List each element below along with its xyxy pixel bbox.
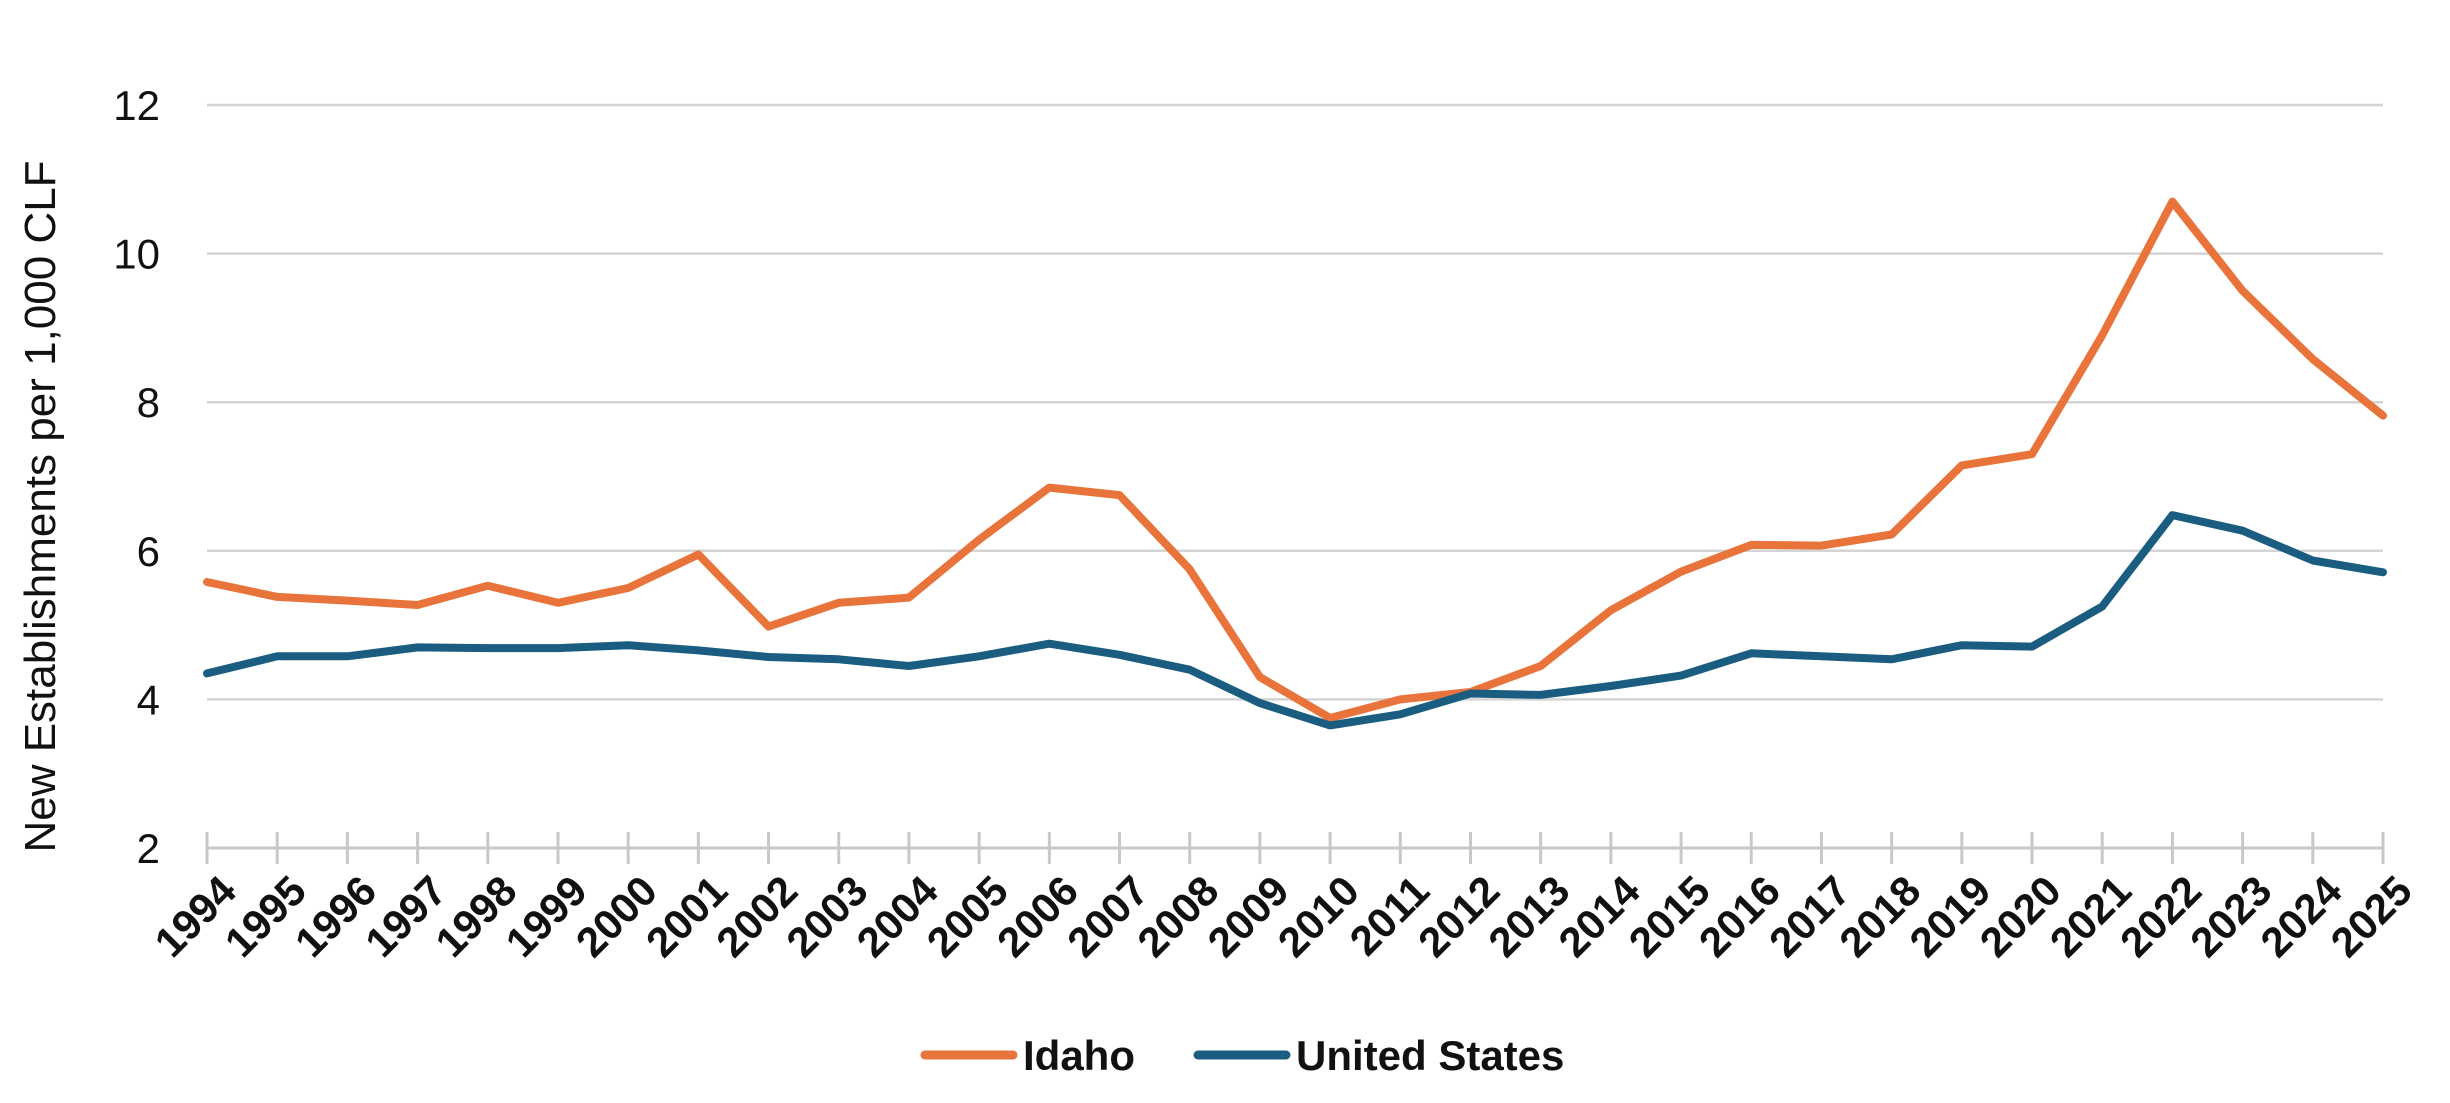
x-tick-label: 2006 [988,867,1087,966]
x-tick-label: 2010 [1269,867,1368,966]
y-tick-label: 2 [137,825,160,872]
x-tick-label: 2005 [918,867,1017,966]
x-tick-label: 2007 [1058,867,1157,966]
x-tick-label: 2016 [1690,867,1789,966]
x-tick-label: 1997 [356,867,455,966]
x-tick-label: 2025 [2322,867,2421,966]
legend-label: United States [1296,1032,1564,1079]
x-tick-label: 2008 [1128,867,1227,966]
x-tick-label: 2014 [1549,866,1649,966]
legend-label: Idaho [1023,1032,1135,1079]
y-tick-label: 8 [137,379,160,426]
x-tick-label: 2015 [1620,867,1719,966]
y-tick-label: 6 [137,528,160,575]
x-tick-label: 2024 [2251,866,2351,966]
x-tick-label: 2020 [1971,867,2070,966]
x-axis-ticks: 1994199519961997199819992000200120022003… [146,866,2421,966]
x-tick-label: 2018 [1830,867,1929,966]
series-lines [203,197,2387,730]
x-tick-label: 2023 [2181,867,2280,966]
y-axis-title: New Establishments per 1,000 CLF [16,160,65,852]
x-tick-label: 2013 [1479,867,1578,966]
x-axis [205,832,2385,864]
y-tick-label: 12 [113,82,160,129]
y-tick-label: 4 [137,676,160,723]
x-tick-label: 2012 [1409,867,1508,966]
x-tick-label: 2017 [1760,867,1859,966]
x-tick-label: 1999 [497,867,596,966]
y-tick-label: 10 [113,231,160,278]
y-axis-ticks: 2 4 6 8 10 12 [113,82,160,872]
x-tick-label: 2021 [2041,867,2140,966]
x-tick-label: 2019 [1900,867,1999,966]
x-tick-label: 1996 [286,867,385,966]
series-line [203,197,2387,722]
x-tick-label: 2022 [2111,867,2210,966]
x-tick-label: 2009 [1198,867,1297,966]
x-tick-label: 1995 [216,867,315,966]
legend: Idaho United States [920,1032,1564,1079]
series-line [203,511,2387,730]
x-tick-label: 2001 [637,867,736,966]
x-tick-label: 1994 [146,866,246,966]
x-tick-label: 2011 [1340,867,1438,965]
x-tick-label: 2003 [777,867,876,966]
x-tick-label: 1998 [426,867,525,966]
x-tick-label: 2000 [567,867,666,966]
x-tick-label: 2004 [847,866,947,966]
x-tick-label: 2002 [707,867,806,966]
gridlines [207,103,2383,701]
